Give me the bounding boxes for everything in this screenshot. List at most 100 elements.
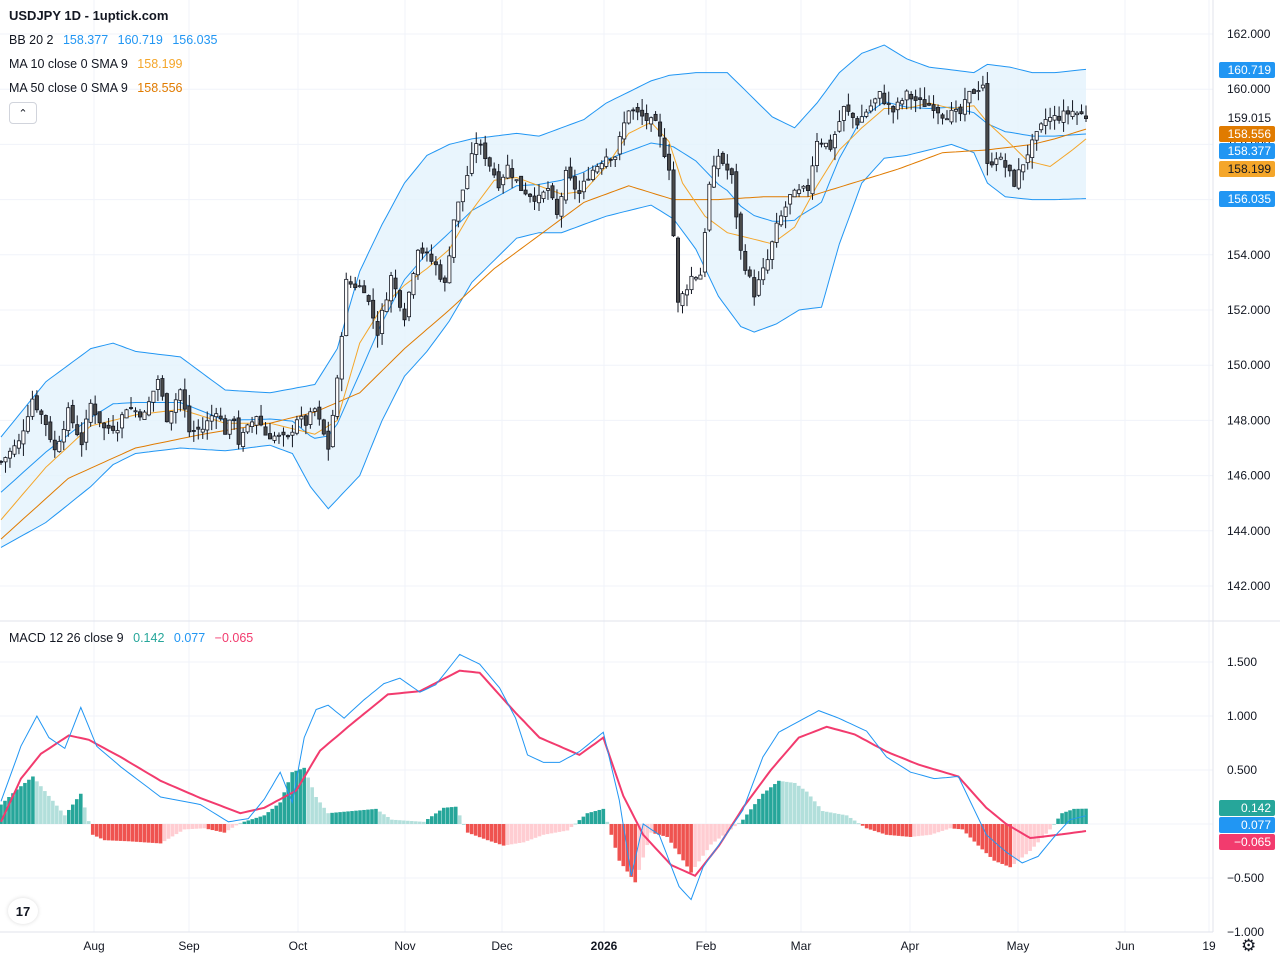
candle-body [398,290,403,308]
histogram-bar [613,824,618,848]
gear-icon[interactable]: ⚙ [1241,936,1257,955]
macd-tag-bg [1219,800,1275,816]
histogram-bar [677,824,681,855]
candle-body [335,377,340,417]
time-tick-label: 2026 [591,939,618,953]
histogram-bar [996,824,1001,863]
histogram-bar [800,788,805,824]
histogram-bar [1020,824,1024,858]
histogram-bar [198,824,203,829]
histogram-bar [689,824,693,873]
tradingview-logo-icon[interactable]: 17 [8,898,38,924]
candle-body [1021,164,1026,173]
candle-body [980,84,985,89]
histogram-bar [681,824,685,861]
price-tag: 160.719 [1228,63,1272,77]
candle-body [442,277,447,283]
candle-body [1003,160,1008,168]
histogram-bar [980,824,985,850]
collapse-legend-button[interactable]: ⌃ [9,102,37,124]
candle-body [254,416,259,426]
candle-body [429,253,434,262]
histogram-bar [358,810,362,824]
macd-tag-bg [1219,834,1275,850]
candle-body [891,106,896,113]
histogram-bar [445,807,450,824]
histogram-bar [1012,824,1016,864]
candle-body [510,168,515,178]
candle-body [707,183,712,231]
candle-body [958,106,963,115]
candle-body [290,431,295,436]
time-tick-label: 19 [1202,939,1216,953]
histogram-bar [27,779,31,824]
candle-body [191,430,196,432]
histogram-bar [250,819,255,824]
histogram-bar [1084,808,1088,824]
candle-body [927,103,932,106]
candle-body [115,430,120,434]
histogram-bar [338,812,342,824]
histogram-bar [437,810,442,824]
histogram-bar [426,819,430,824]
histogram-bar [501,824,506,846]
time-tick-label: Apr [901,939,920,953]
histogram-bar [984,824,989,854]
histogram-bar [1000,824,1005,864]
candle-body [945,118,950,121]
candle-body [496,171,501,189]
histogram-bar [581,816,586,824]
candle-body [814,140,819,166]
histogram-bar [629,824,634,877]
histogram-bar [665,824,669,837]
candle-body [684,289,689,296]
histogram-bar [888,824,893,836]
histogram-bar [641,824,646,858]
histogram-bar [972,824,977,842]
histogram-bar [828,812,833,824]
candle-body [451,219,456,258]
candle-body [357,285,362,288]
legend-macd-hist: 0.142 [133,631,165,645]
candle-body [599,163,604,170]
histogram-bar [509,824,514,845]
histogram-bar [924,824,929,836]
histogram-bar [493,824,498,843]
legend-ma50[interactable]: MA 50 close 0 SMA 9 158.556 [9,81,188,95]
histogram-bar [473,824,478,836]
price-tick-label: 146.000 [1227,469,1271,483]
histogram-bar [214,824,219,831]
histogram-bar [246,820,251,824]
candle-body [1039,123,1044,131]
histogram-bar [745,814,749,824]
legend-ma10[interactable]: MA 10 close 0 SMA 9 158.199 [9,57,188,71]
candle-body [720,152,725,164]
candle-body [232,418,237,422]
candle-body [330,414,335,448]
candle-body [339,336,344,380]
histogram-bar [118,824,123,841]
histogram-bar [130,824,135,842]
candle-body [671,169,676,237]
legend-macd[interactable]: MACD 12 26 close 9 0.142 0.077 −0.065 [9,631,259,645]
histogram-bar [713,824,717,842]
histogram-bar [0,804,3,824]
histogram-bar [178,824,183,832]
histogram-bar [1060,813,1064,824]
histogram-bar [617,824,622,861]
legend-bb[interactable]: BB 20 2 158.377 160.719 156.035 [9,33,224,47]
histogram-bar [733,824,737,827]
histogram-bar [414,821,418,824]
histogram-bar [840,814,845,824]
macd-tag: 0.142 [1241,801,1271,815]
macd-gridlines [0,661,1213,933]
histogram-bar [848,817,853,824]
candle-body [223,418,228,435]
candle-body [1007,164,1012,172]
histogram-bar [166,824,171,839]
candle-body [1025,154,1030,164]
histogram-bar [944,824,949,830]
time-axis[interactable]: Aug Sep Oct Nov Dec 2026 Feb Mar Apr May Jun 19 [83,939,1216,953]
